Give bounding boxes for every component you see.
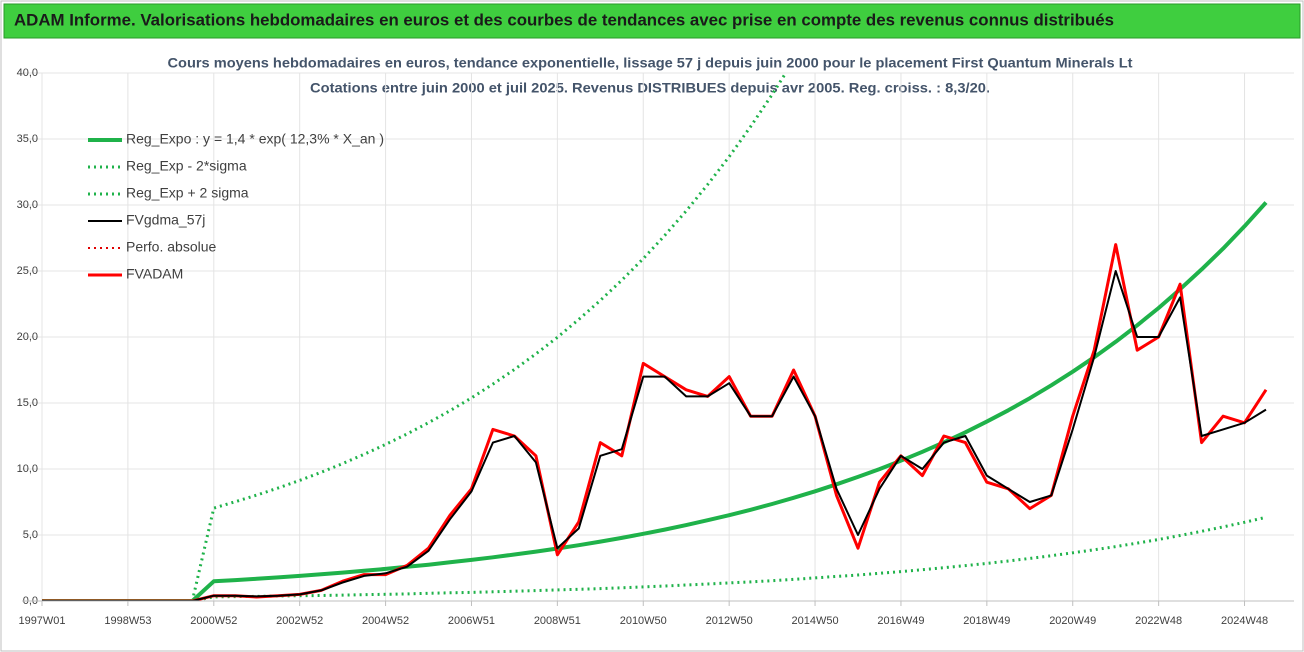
legend-label: Reg_Expo : y = 1,4 * exp( 12,3% * X_an )	[126, 131, 384, 147]
y-tick-label: 5,0	[23, 529, 38, 541]
legend-label: Perfo. absolue	[126, 239, 216, 255]
legend-label: FVADAM	[126, 266, 183, 282]
series-line	[42, 270, 1267, 601]
x-tick-label: 2008W51	[534, 615, 581, 627]
x-tick-label: 1998W53	[104, 615, 151, 627]
y-tick-label: 35,0	[17, 133, 38, 145]
y-tick-label: 15,0	[17, 397, 38, 409]
x-tick-label: 1997W01	[18, 615, 65, 627]
x-tick-label: 2002W52	[276, 615, 323, 627]
chart-title: ADAM Informe. Valorisations hebdomadaire…	[14, 10, 1114, 29]
chart-subtitle: Cours moyens hebdomadaires en euros, ten…	[168, 55, 1133, 71]
x-tick-label: 2018W49	[963, 615, 1010, 627]
title-banner	[3, 3, 1301, 39]
x-tick-label: 2010W50	[620, 615, 667, 627]
x-tick-label: 2006W51	[448, 615, 495, 627]
x-tick-label: 2020W49	[1049, 615, 1096, 627]
legend-label: Reg_Exp - 2*sigma	[126, 158, 247, 174]
x-tick-label: 2014W50	[792, 615, 839, 627]
x-tick-label: 2000W52	[190, 615, 237, 627]
y-tick-label: 20,0	[17, 331, 38, 343]
x-tick-label: 2016W49	[877, 615, 924, 627]
legend-label: Reg_Exp + 2 sigma	[126, 185, 249, 201]
y-tick-label: 25,0	[17, 265, 38, 277]
x-tick-label: 2004W52	[362, 615, 409, 627]
chart-subtitle: Cotations entre juin 2000 et juil 2025. …	[310, 80, 990, 96]
y-tick-label: 10,0	[17, 463, 38, 475]
legend-label: FVgdma_57j	[126, 212, 205, 228]
y-tick-label: 40,0	[17, 67, 38, 79]
y-tick-label: 30,0	[17, 199, 38, 211]
x-tick-label: 2024W48	[1221, 615, 1268, 627]
series-line	[42, 201, 1268, 601]
x-tick-label: 2012W50	[706, 615, 753, 627]
x-tick-label: 2022W48	[1135, 615, 1182, 627]
